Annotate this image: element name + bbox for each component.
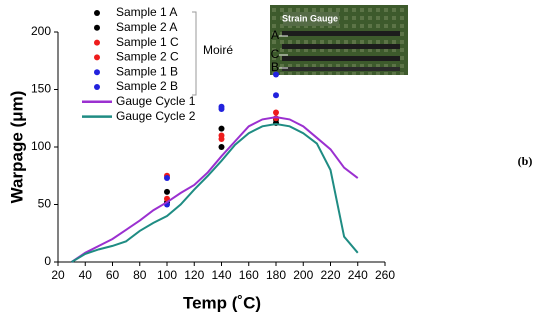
legend-marker (94, 54, 100, 61)
line-series (71, 122, 359, 263)
legend-marker (94, 84, 100, 90)
legend-label: Sample 2 B (116, 79, 178, 93)
x-tick-label: 40 (79, 268, 93, 282)
y-tick-label: 100 (31, 139, 51, 153)
line-series (71, 116, 359, 263)
scatter-point (218, 106, 225, 113)
scatter-point (273, 92, 279, 99)
x-tick-label: 80 (133, 268, 147, 282)
panel-label: (b) (518, 154, 533, 168)
y-axis-title: Warpage (μm) (7, 91, 26, 204)
legend-label: Sample 1 C (116, 35, 179, 49)
legend-label: Sample 2 A (116, 20, 177, 34)
legend-bracket (192, 11, 197, 96)
legend-marker (94, 24, 100, 31)
legend-marker (94, 39, 100, 46)
x-tick-label: 120 (184, 268, 204, 282)
group-label: Moiré (203, 43, 233, 57)
inset-label: C (271, 47, 280, 61)
y-tick-label: 200 (31, 24, 51, 38)
legend-label: Sample 1 A (116, 5, 177, 19)
y-tick-label: 150 (31, 82, 51, 96)
legend-label: Sample 1 B (116, 64, 178, 78)
legend-marker (94, 69, 100, 76)
x-tick-label: 20 (51, 268, 65, 282)
x-tick-label: 220 (320, 268, 340, 282)
scatter-point (164, 175, 170, 182)
inset-title: Strain Gauge (282, 13, 338, 23)
x-tick-label: 100 (157, 268, 177, 282)
x-tick-label: 160 (239, 268, 259, 282)
x-tick-label: 140 (211, 268, 231, 282)
x-tick-label: 260 (375, 268, 395, 282)
scatter-point (218, 135, 225, 142)
x-tick-label: 200 (293, 268, 313, 282)
scatter-point (218, 125, 225, 132)
legend-marker (94, 10, 100, 16)
inset-photo (270, 5, 408, 75)
x-tick-label: 240 (348, 268, 368, 282)
scatter-point (218, 144, 225, 150)
x-tick-label: 180 (266, 268, 286, 282)
scatter-point (273, 71, 279, 78)
legend-label: Gauge Cycle 1 (116, 94, 196, 108)
x-axis-title: Temp (˚C) (183, 293, 261, 312)
legend-label: Sample 2 C (116, 50, 179, 64)
x-tick-label: 60 (106, 268, 120, 282)
y-tick-label: 0 (44, 254, 51, 268)
inset-label: A (271, 28, 279, 42)
scatter-point (273, 109, 279, 116)
y-tick-label: 50 (38, 197, 52, 211)
scatter-point (164, 188, 170, 195)
legend-label: Gauge Cycle 2 (116, 109, 196, 123)
inset-label: B (271, 60, 279, 74)
